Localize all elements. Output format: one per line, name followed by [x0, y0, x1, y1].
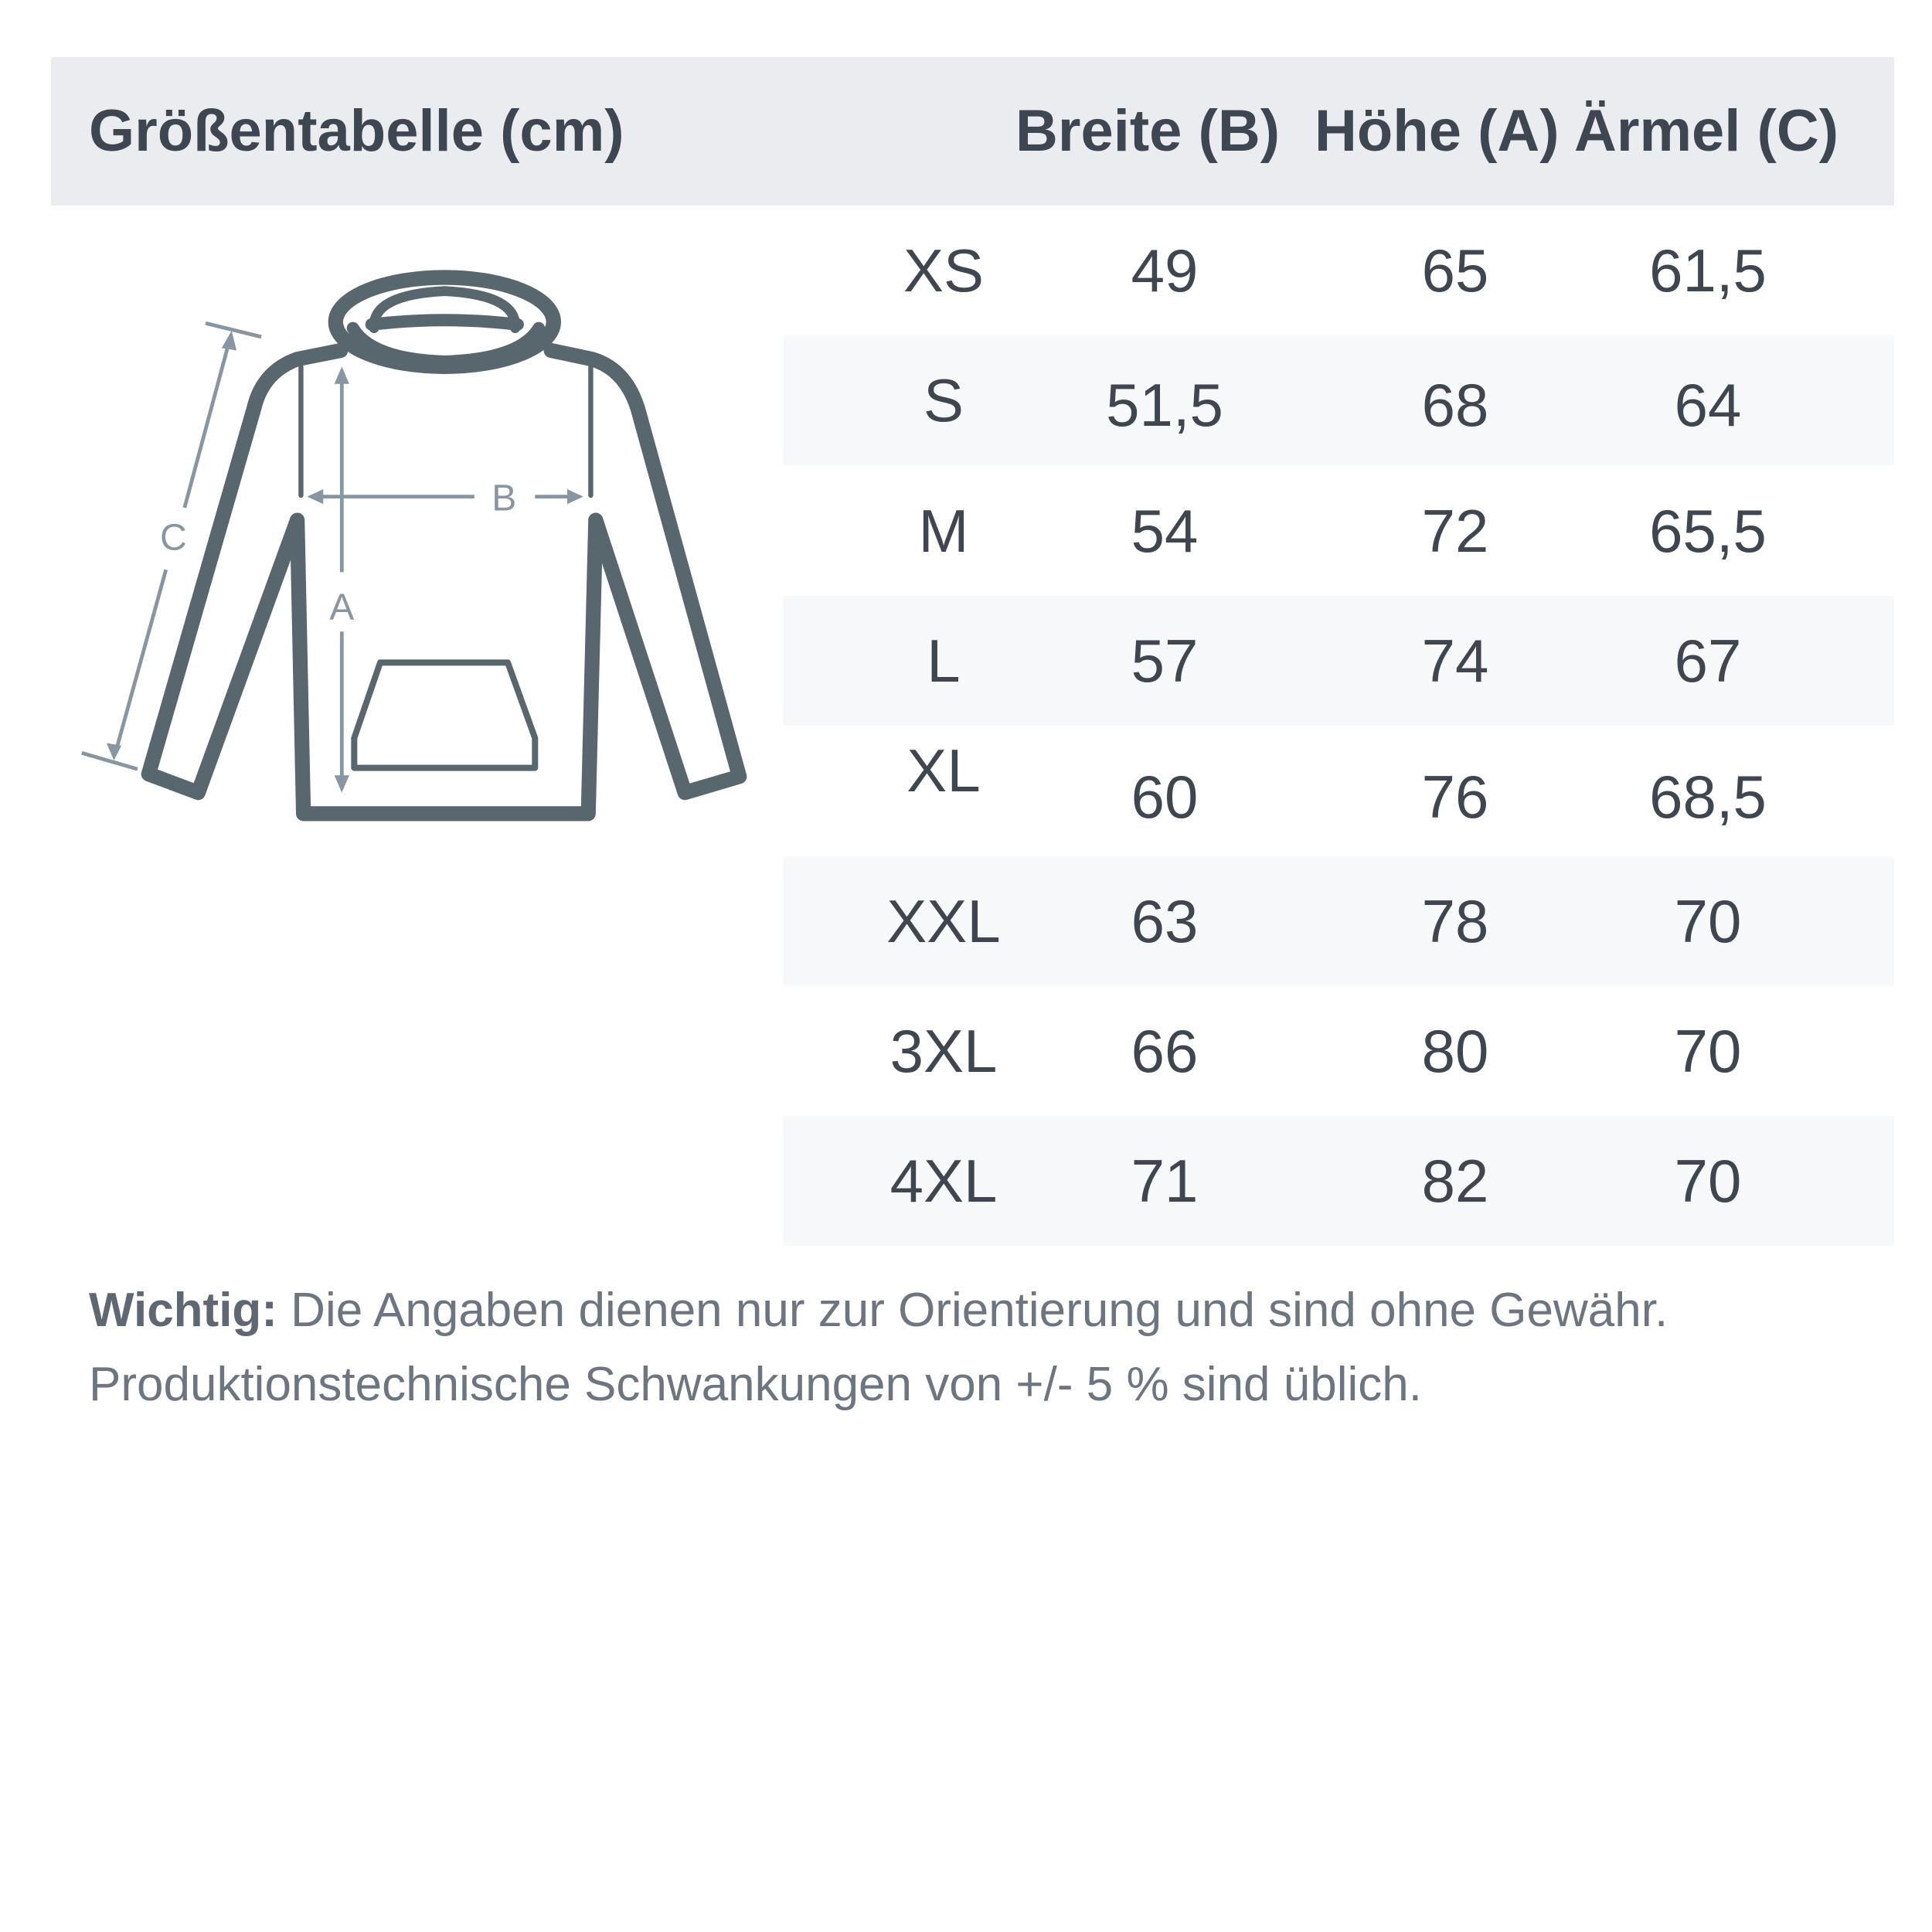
arrowhead-a-down [334, 775, 349, 793]
cell-size: XL [906, 736, 981, 805]
table-row: XXL 63 78 70 [784, 855, 1894, 986]
hood-band [346, 314, 546, 368]
cell-hoehe: 82 [1421, 1147, 1489, 1216]
cell-breite: 57 [1131, 626, 1199, 695]
cell-hoehe: 80 [1421, 1016, 1489, 1085]
column-header-breite: Breite (B) [1015, 98, 1281, 164]
table-row: L 57 74 67 [784, 595, 1894, 726]
note-label: Wichtig: [89, 1284, 277, 1337]
table-row: S 51,5 68 64 [784, 335, 1894, 466]
note-line-1: Wichtig: Die Angaben dienen nur zur Orie… [89, 1283, 1668, 1338]
cell-hoehe: 76 [1421, 763, 1489, 832]
column-header-aermel: Ärmel (C) [1574, 98, 1839, 164]
column-header-hoehe: Höhe (A) [1315, 98, 1560, 164]
arrowhead-b-right [566, 489, 583, 505]
cell-size: XS [903, 236, 985, 304]
pocket [351, 659, 539, 771]
arrow-c-top [182, 341, 231, 509]
table-row: 3XL 66 80 70 [784, 986, 1894, 1116]
label-a: A [329, 586, 354, 628]
note-line-2: Produktionstechnische Schwankungen von +… [89, 1358, 1422, 1411]
table-row: M 54 72 65,5 [784, 466, 1894, 596]
note-text-1: Die Angaben dienen nur zur Orientierung … [277, 1284, 1668, 1337]
arrowhead-b-left [307, 489, 324, 505]
cell-size: 3XL [889, 1016, 998, 1085]
hoodie-body-outline [141, 342, 747, 821]
table-row: XL 60 76 68,5 [784, 726, 1894, 855]
cell-breite: 51,5 [1106, 371, 1223, 440]
label-c: C [160, 517, 187, 559]
cell-size: XXL [886, 886, 1001, 955]
hood-outer [328, 270, 561, 374]
hood-inner [369, 286, 521, 334]
arrowhead-a-up [334, 366, 349, 384]
arrowhead-c-up [221, 330, 237, 351]
table-header: Größentabelle (cm) Breite (B) Höhe (A) Ä… [51, 57, 1894, 206]
cell-hoehe: 72 [1421, 496, 1489, 565]
cell-hoehe: 68 [1421, 371, 1489, 440]
arrow-c-bottom [114, 569, 168, 750]
cell-aermel: 61,5 [1649, 236, 1767, 304]
table-row: XS 49 65 61,5 [784, 206, 1894, 335]
cell-breite: 63 [1131, 886, 1199, 955]
cell-size: 4XL [889, 1147, 998, 1216]
tick-c-bottom [81, 751, 138, 771]
cell-breite: 60 [1131, 763, 1199, 832]
cell-aermel: 70 [1674, 1016, 1742, 1085]
tick-c-top [205, 321, 262, 339]
cell-breite: 66 [1131, 1016, 1199, 1085]
cell-aermel: 67 [1674, 626, 1742, 695]
cell-aermel: 70 [1674, 1147, 1742, 1216]
cell-aermel: 64 [1674, 371, 1742, 440]
body-side-lines [298, 364, 594, 498]
cell-breite: 54 [1131, 496, 1199, 565]
cell-size: L [927, 626, 961, 695]
cell-size: M [918, 496, 969, 565]
cell-breite: 71 [1131, 1147, 1199, 1216]
cell-hoehe: 74 [1421, 626, 1489, 695]
cell-aermel: 65,5 [1649, 496, 1767, 565]
table-row: 4XL 71 82 70 [784, 1116, 1894, 1247]
cell-size: S [923, 366, 964, 435]
cell-hoehe: 65 [1421, 236, 1489, 304]
cell-aermel: 70 [1674, 886, 1742, 955]
arrowhead-c-down [106, 743, 122, 760]
cell-breite: 49 [1131, 236, 1199, 304]
cell-hoehe: 78 [1421, 886, 1489, 955]
page-title: Größentabelle (cm) [89, 98, 624, 164]
cell-aermel: 68,5 [1649, 763, 1767, 832]
label-b: B [492, 477, 516, 519]
